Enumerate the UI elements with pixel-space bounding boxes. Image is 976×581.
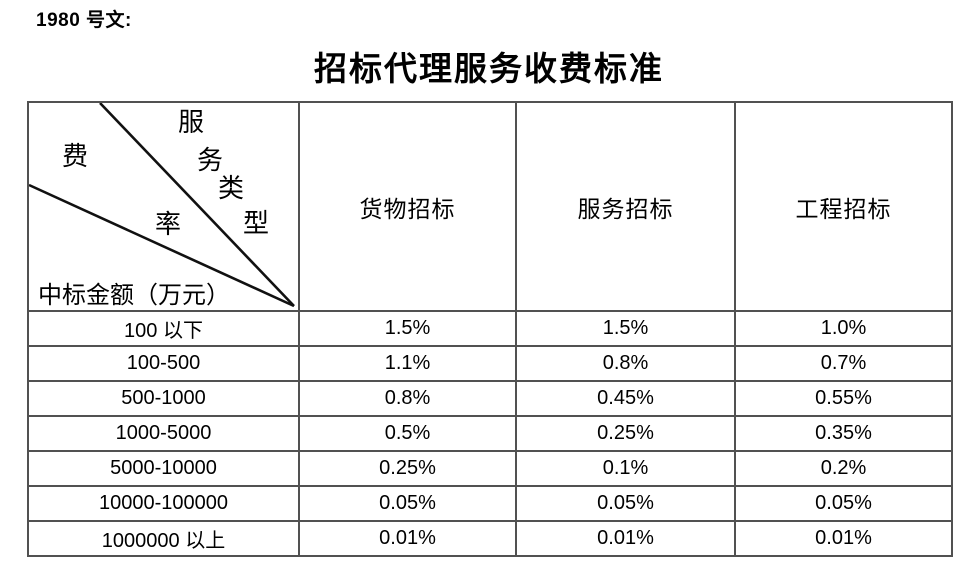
column-header-engineering: 工程招标 — [734, 101, 953, 312]
value-cell: 0.25% — [515, 415, 736, 452]
value-cell: 0.8% — [515, 345, 736, 382]
table-row: 1000-5000 0.5% 0.25% 0.35% — [27, 415, 953, 452]
value-cell: 0.35% — [734, 415, 953, 452]
fee-standard-table: 服 务 类 型 费 率 中标金额（万元） 货物招标 服务招标 工程招标 100 … — [27, 101, 953, 557]
corner-label-service-char-2: 务 — [197, 146, 224, 175]
value-cell: 1.5% — [298, 310, 517, 347]
row-label: 100-500 — [27, 345, 300, 382]
corner-label-rate-char-2: 率 — [155, 210, 182, 239]
value-cell: 1.1% — [298, 345, 517, 382]
value-cell: 0.7% — [734, 345, 953, 382]
value-cell: 0.01% — [298, 520, 517, 557]
value-cell: 1.5% — [515, 310, 736, 347]
table-row: 100 以下 1.5% 1.5% 1.0% — [27, 310, 953, 347]
corner-label-service-char-4: 型 — [243, 209, 270, 238]
value-cell: 0.01% — [734, 520, 953, 557]
row-label: 5000-10000 — [27, 450, 300, 487]
value-cell: 0.55% — [734, 380, 953, 417]
row-label: 1000000 以上 — [27, 520, 300, 557]
document-number: 1980 号文: — [36, 10, 132, 31]
value-cell: 0.05% — [298, 485, 517, 522]
value-cell: 0.8% — [298, 380, 517, 417]
page-title: 招标代理服务收费标准 — [314, 52, 664, 88]
table-row: 100-500 1.1% 0.8% 0.7% — [27, 345, 953, 382]
value-cell: 0.5% — [298, 415, 517, 452]
corner-row-axis-label: 中标金额（万元） — [38, 283, 230, 309]
table-row: 5000-10000 0.25% 0.1% 0.2% — [27, 450, 953, 487]
corner-label-service-char-1: 服 — [178, 108, 205, 137]
diagonal-divider-lines — [29, 103, 295, 308]
table-header-row: 服 务 类 型 费 率 中标金额（万元） 货物招标 服务招标 工程招标 — [27, 101, 953, 312]
value-cell: 0.2% — [734, 450, 953, 487]
row-label: 10000-100000 — [27, 485, 300, 522]
row-label: 1000-5000 — [27, 415, 300, 452]
value-cell: 0.05% — [734, 485, 953, 522]
table-row: 1000000 以上 0.01% 0.01% 0.01% — [27, 520, 953, 557]
corner-label-service-char-3: 类 — [218, 174, 245, 203]
value-cell: 0.1% — [515, 450, 736, 487]
value-cell: 0.05% — [515, 485, 736, 522]
value-cell: 0.45% — [515, 380, 736, 417]
value-cell: 0.01% — [515, 520, 736, 557]
value-cell: 1.0% — [734, 310, 953, 347]
corner-label-rate-char-1: 费 — [62, 142, 89, 171]
table-row: 10000-100000 0.05% 0.05% 0.05% — [27, 485, 953, 522]
column-header-goods: 货物招标 — [298, 101, 517, 312]
column-header-service: 服务招标 — [515, 101, 736, 312]
row-label: 100 以下 — [27, 310, 300, 347]
row-label: 500-1000 — [27, 380, 300, 417]
table-corner-cell: 服 务 类 型 费 率 中标金额（万元） — [27, 101, 300, 312]
table-row: 500-1000 0.8% 0.45% 0.55% — [27, 380, 953, 417]
value-cell: 0.25% — [298, 450, 517, 487]
